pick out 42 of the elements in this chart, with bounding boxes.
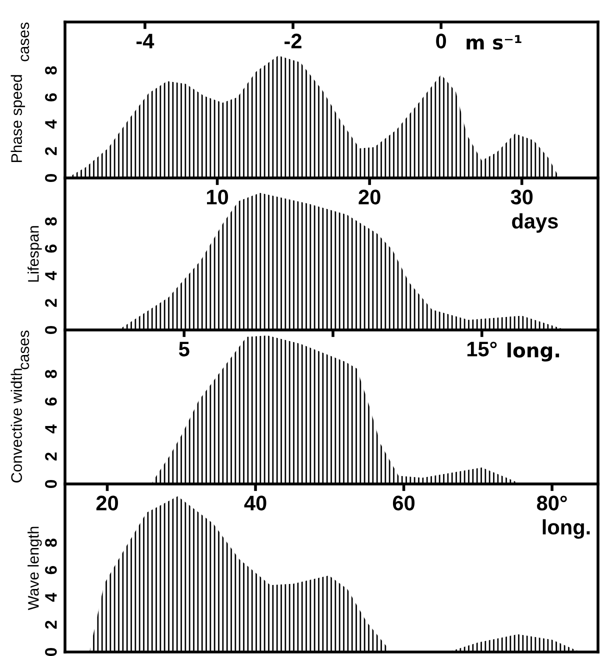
y-axis-title: Lifespan (28, 226, 42, 282)
y-tick-label: 4 (45, 120, 57, 129)
x-tick-label: 30 (510, 190, 533, 204)
annotation: long. (542, 519, 590, 539)
x-tick-label: 20 (358, 190, 380, 204)
y-tick-label: 8 (45, 538, 57, 547)
y-tick-label: 0 (45, 326, 57, 334)
y-tick-label: 6 (45, 397, 57, 406)
y-axis-title: Phase speed (10, 75, 26, 162)
annotation: days (512, 213, 558, 233)
y-tick-label: 4 (45, 592, 57, 602)
text: cases (20, 22, 30, 62)
y-tick-label: 8 (45, 66, 57, 75)
y-tick-label: 2 (45, 452, 57, 461)
x-tick-label: -2 (284, 34, 302, 48)
x-tick-label: 60 (392, 496, 415, 510)
x-tick-label: 15° (467, 342, 497, 356)
y-tick-label: 4 (45, 424, 57, 434)
y-tick-label: 6 (45, 93, 57, 102)
y-tick-label: 8 (45, 217, 57, 226)
y-tick-label: 4 (45, 271, 57, 280)
x-tick-label: 0 (436, 34, 446, 48)
y-axis-title: Wave length (28, 526, 42, 610)
y-tick-label: 0 (45, 174, 57, 182)
y-tick-label: 6 (45, 244, 57, 253)
y-tick-label: 8 (45, 370, 57, 378)
text: cases (20, 330, 30, 370)
y-tick-label: 2 (45, 620, 57, 629)
y-tick-label: 2 (45, 147, 57, 156)
x-tick-label: 10 (207, 190, 228, 204)
x-tick-label: 5 (178, 342, 190, 356)
annotation: long. (507, 342, 560, 362)
x-tick-label: 20 (96, 496, 118, 510)
y-tick-label: 0 (45, 480, 57, 488)
x-tick-label: 80° (536, 496, 567, 510)
x-tick-label: -4 (136, 34, 154, 48)
y-tick-label: 2 (45, 298, 57, 307)
annotation: m s⁻¹ (466, 35, 522, 50)
y-axis-title: Convective width (10, 368, 22, 482)
y-tick-label: 6 (45, 566, 57, 574)
x-tick-label: 40 (244, 496, 266, 510)
y-tick-label: 0 (45, 648, 57, 656)
